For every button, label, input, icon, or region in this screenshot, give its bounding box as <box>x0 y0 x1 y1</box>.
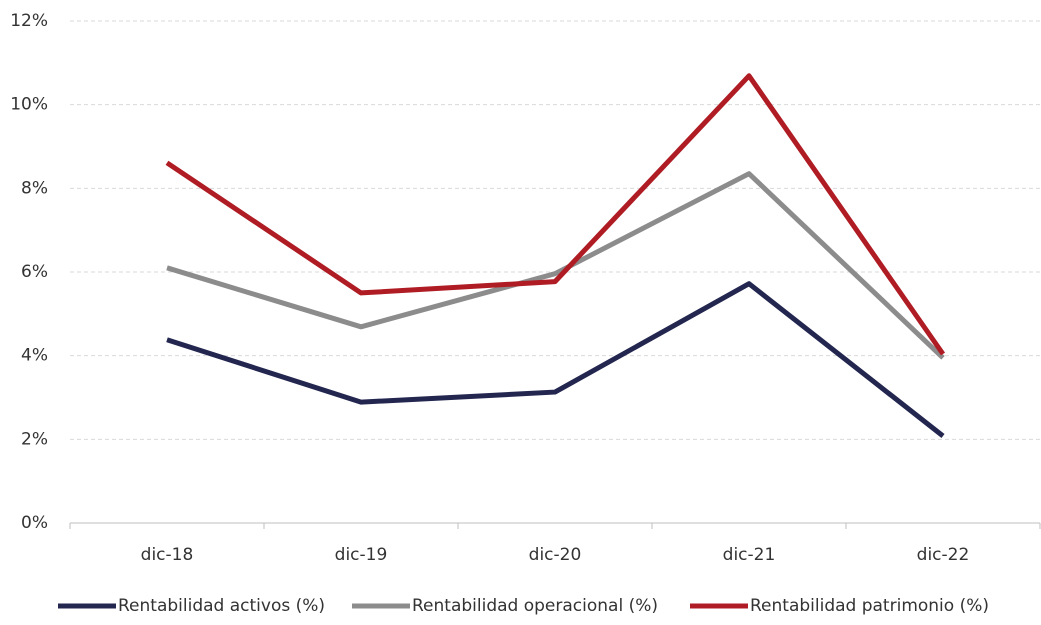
series-line <box>165 73 946 356</box>
y-tick-label: 0% <box>21 513 48 533</box>
y-tick-label: 6% <box>21 262 48 282</box>
series-line <box>166 171 945 360</box>
y-tick-label: 8% <box>21 178 48 198</box>
y-tick-label: 4% <box>21 346 48 366</box>
y-tick-label: 10% <box>10 95 48 115</box>
x-tick-label: dic-19 <box>335 545 388 565</box>
x-tick-label: dic-22 <box>917 545 970 565</box>
x-tick-label: dic-20 <box>529 545 582 565</box>
legend-label: Rentabilidad patrimonio (%) <box>750 596 989 616</box>
legend-label: Rentabilidad operacional (%) <box>412 596 658 616</box>
x-tick-label: dic-18 <box>141 545 194 565</box>
y-tick-label: 12% <box>10 11 48 31</box>
x-tick-label: dic-21 <box>723 545 776 565</box>
y-tick-label: 2% <box>21 429 48 449</box>
legend-label: Rentabilidad activos (%) <box>118 596 325 616</box>
series-line <box>166 281 945 438</box>
